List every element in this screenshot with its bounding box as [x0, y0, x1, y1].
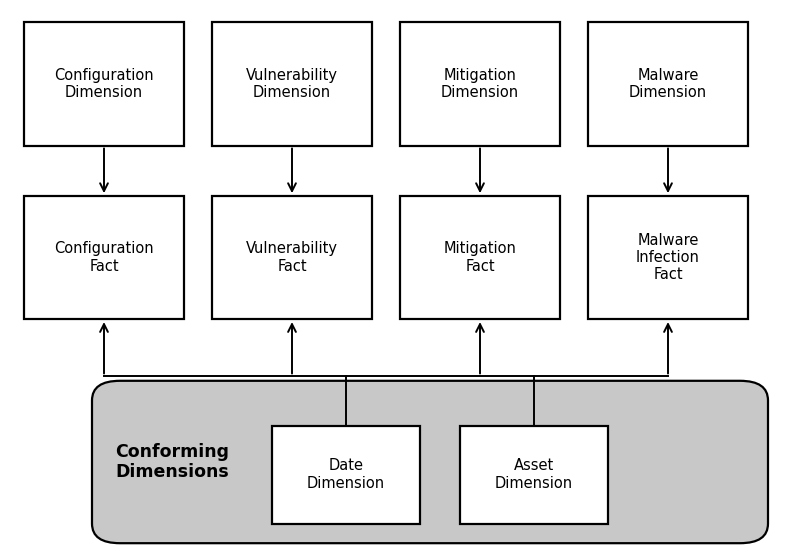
Text: Malware
Infection
Fact: Malware Infection Fact: [636, 233, 700, 282]
FancyBboxPatch shape: [400, 196, 560, 319]
FancyBboxPatch shape: [212, 22, 372, 146]
FancyBboxPatch shape: [400, 22, 560, 146]
Text: Configuration
Fact: Configuration Fact: [54, 241, 154, 274]
Text: Conforming
Dimensions: Conforming Dimensions: [115, 442, 229, 482]
FancyBboxPatch shape: [272, 426, 420, 524]
FancyBboxPatch shape: [460, 426, 608, 524]
FancyBboxPatch shape: [92, 381, 768, 543]
FancyBboxPatch shape: [24, 196, 184, 319]
Text: Vulnerability
Dimension: Vulnerability Dimension: [246, 68, 338, 100]
Text: Vulnerability
Fact: Vulnerability Fact: [246, 241, 338, 274]
Text: Mitigation
Dimension: Mitigation Dimension: [441, 68, 519, 100]
Text: Asset
Dimension: Asset Dimension: [495, 459, 573, 491]
FancyBboxPatch shape: [588, 22, 748, 146]
FancyBboxPatch shape: [212, 196, 372, 319]
FancyBboxPatch shape: [24, 22, 184, 146]
Text: Mitigation
Fact: Mitigation Fact: [443, 241, 517, 274]
Text: Malware
Dimension: Malware Dimension: [629, 68, 707, 100]
FancyBboxPatch shape: [588, 196, 748, 319]
Text: Configuration
Dimension: Configuration Dimension: [54, 68, 154, 100]
Text: Date
Dimension: Date Dimension: [307, 459, 385, 491]
